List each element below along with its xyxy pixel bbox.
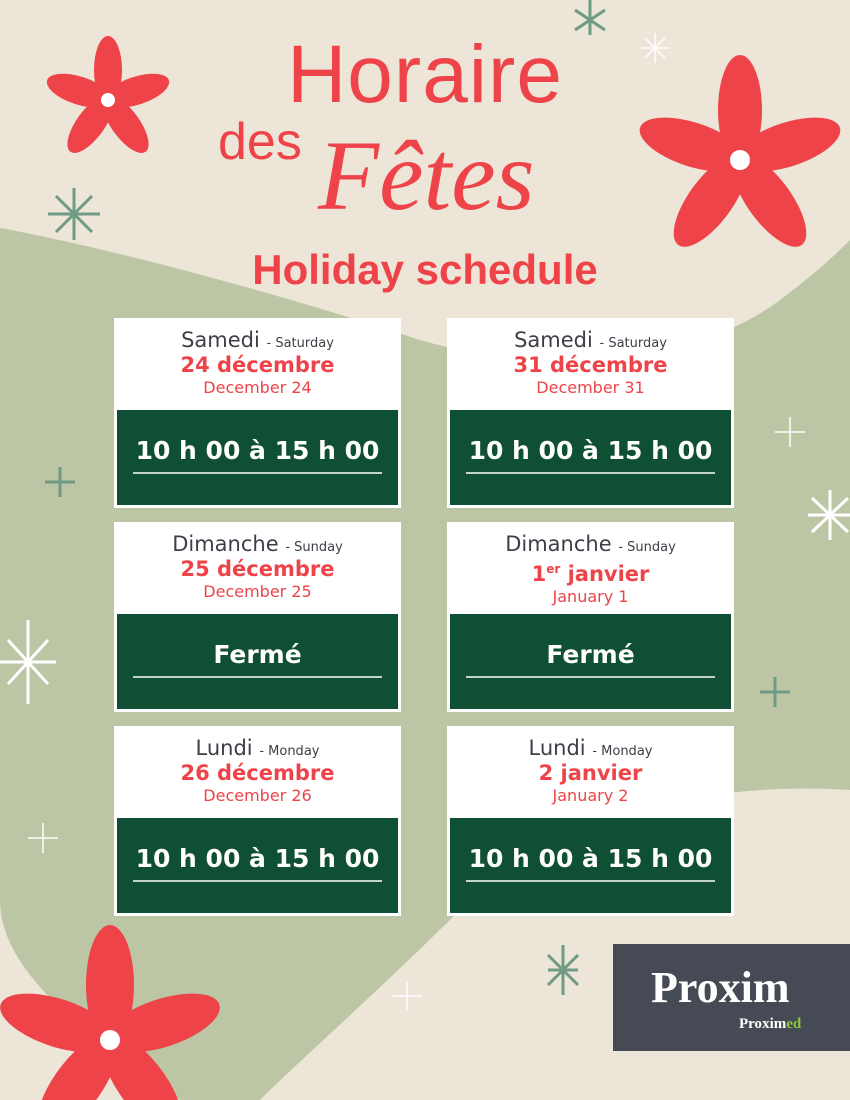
day-en: - Saturday xyxy=(599,336,667,351)
date-fr-line: 1er janvier xyxy=(447,556,734,587)
date-fr-rest: janvier xyxy=(560,562,650,586)
title-des: des xyxy=(218,113,302,171)
date-fr-line: 2 janvier xyxy=(447,760,734,786)
schedule-card: Dimanche - Sunday 1er janvier January 1 … xyxy=(447,522,734,712)
hours-text: 10 h 00 à 15 h 00 xyxy=(468,436,713,465)
date-fr: 1er janvier xyxy=(532,562,650,586)
day-en: - Sunday xyxy=(618,540,676,555)
date-en: January 2 xyxy=(552,786,629,805)
day-fr: Lundi xyxy=(195,736,253,760)
schedule-card: Dimanche - Sunday 25 décembre December 2… xyxy=(114,522,401,712)
date-en: January 1 xyxy=(552,587,629,606)
date-en: December 31 xyxy=(536,378,645,397)
date-en: December 25 xyxy=(203,582,312,601)
logo-brand: Proxim xyxy=(651,963,790,1012)
card-header: Dimanche - Sunday 25 décembre December 2… xyxy=(114,522,401,612)
proxim-logo: Proxim Proximed xyxy=(613,944,850,1051)
hours-text: 10 h 00 à 15 h 00 xyxy=(135,436,380,465)
day-en: - Saturday xyxy=(266,336,334,351)
date-fr-line: 25 décembre xyxy=(114,556,401,582)
logo-sub-a: Pro xyxy=(739,1016,763,1032)
card-header: Samedi - Saturday 24 décembre December 2… xyxy=(114,318,401,408)
hours-panel: 10 h 00 à 15 h 00 xyxy=(117,410,398,505)
hours-panel: Fermé xyxy=(450,614,731,709)
day-label: Dimanche - Sunday xyxy=(114,532,401,556)
schedule-card: Lundi - Monday 26 décembre December 26 1… xyxy=(114,726,401,916)
day-fr: Dimanche xyxy=(505,532,612,556)
card-header: Samedi - Saturday 31 décembre December 3… xyxy=(447,318,734,408)
day-en: - Monday xyxy=(592,744,653,759)
day-label: Samedi - Saturday xyxy=(114,328,401,352)
day-fr: Lundi xyxy=(528,736,586,760)
date-fr: 24 décembre xyxy=(180,353,335,377)
day-fr: Samedi xyxy=(514,328,593,352)
hours-text: Fermé xyxy=(546,640,635,669)
day-label: Dimanche - Sunday xyxy=(447,532,734,556)
card-header: Lundi - Monday 2 janvier January 2 xyxy=(447,726,734,816)
day-label: Samedi - Saturday xyxy=(447,328,734,352)
divider xyxy=(466,676,715,678)
hours-text: 10 h 00 à 15 h 00 xyxy=(135,844,380,873)
hours-panel: 10 h 00 à 15 h 00 xyxy=(117,818,398,913)
day-fr: Dimanche xyxy=(172,532,279,556)
hours-panel: Fermé xyxy=(117,614,398,709)
divider xyxy=(466,472,715,474)
card-header: Dimanche - Sunday 1er janvier January 1 xyxy=(447,522,734,612)
logo-sub-c: ed xyxy=(786,1016,802,1032)
star-icon xyxy=(45,0,790,995)
schedule-card: Lundi - Monday 2 janvier January 2 10 h … xyxy=(447,726,734,916)
date-fr: 31 décembre xyxy=(513,353,668,377)
hours-panel: 10 h 00 à 15 h 00 xyxy=(450,410,731,505)
divider xyxy=(133,472,382,474)
date-fr-line: 24 décembre xyxy=(114,352,401,378)
divider xyxy=(466,880,715,882)
hours-text: 10 h 00 à 15 h 00 xyxy=(468,844,713,873)
date-en: December 24 xyxy=(203,378,312,397)
divider xyxy=(133,676,382,678)
date-fr-num: 1 xyxy=(531,562,547,586)
day-label: Lundi - Monday xyxy=(447,736,734,760)
snowflake-icon xyxy=(0,33,850,1011)
date-fr: 26 décembre xyxy=(180,761,335,785)
title-holiday-schedule: Holiday schedule xyxy=(252,246,598,293)
date-fr: 25 décembre xyxy=(180,557,335,581)
hours-text: Fermé xyxy=(213,640,302,669)
poinsettia-icon xyxy=(0,36,841,1100)
day-en: - Monday xyxy=(259,744,320,759)
schedule-card: Samedi - Saturday 31 décembre December 3… xyxy=(447,318,734,508)
divider xyxy=(133,880,382,882)
day-fr: Samedi xyxy=(181,328,260,352)
logo-sub-b: xim xyxy=(762,1016,787,1032)
date-fr-sup: er xyxy=(546,562,561,576)
logo-sub: Proximed xyxy=(739,1016,801,1033)
day-en: - Sunday xyxy=(285,540,343,555)
title-horaire: Horaire xyxy=(287,29,563,120)
date-fr-line: 26 décembre xyxy=(114,760,401,786)
day-label: Lundi - Monday xyxy=(114,736,401,760)
card-header: Lundi - Monday 26 décembre December 26 xyxy=(114,726,401,816)
date-fr: 2 janvier xyxy=(538,761,643,785)
schedule-card: Samedi - Saturday 24 décembre December 2… xyxy=(114,318,401,508)
hours-panel: 10 h 00 à 15 h 00 xyxy=(450,818,731,913)
date-fr-line: 31 décembre xyxy=(447,352,734,378)
date-en: December 26 xyxy=(203,786,312,805)
title-fetes: Fêtes xyxy=(318,120,535,231)
